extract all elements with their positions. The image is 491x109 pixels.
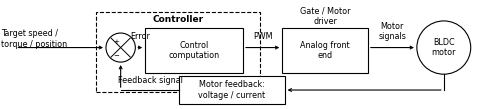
Text: Error: Error	[130, 32, 150, 41]
Text: −: −	[113, 53, 119, 59]
Text: BLDC
motor: BLDC motor	[432, 38, 456, 57]
Text: Gate / Motor
driver: Gate / Motor driver	[300, 6, 350, 26]
Text: Target speed /
torque / position: Target speed / torque / position	[0, 29, 67, 49]
Ellipse shape	[417, 21, 471, 74]
Text: Control
computation: Control computation	[168, 41, 219, 60]
Text: PWM: PWM	[253, 32, 273, 41]
FancyBboxPatch shape	[96, 12, 260, 92]
Text: Analog front
end: Analog front end	[300, 41, 350, 60]
Text: Controller: Controller	[153, 15, 204, 24]
Text: +: +	[113, 39, 119, 45]
FancyBboxPatch shape	[145, 28, 243, 73]
Text: Motor feedback:
voltage / current: Motor feedback: voltage / current	[198, 80, 266, 100]
Ellipse shape	[106, 33, 136, 62]
Text: Motor
signals: Motor signals	[379, 22, 407, 41]
Text: Feedback signal: Feedback signal	[117, 76, 183, 85]
FancyBboxPatch shape	[282, 28, 368, 73]
FancyBboxPatch shape	[179, 76, 285, 104]
